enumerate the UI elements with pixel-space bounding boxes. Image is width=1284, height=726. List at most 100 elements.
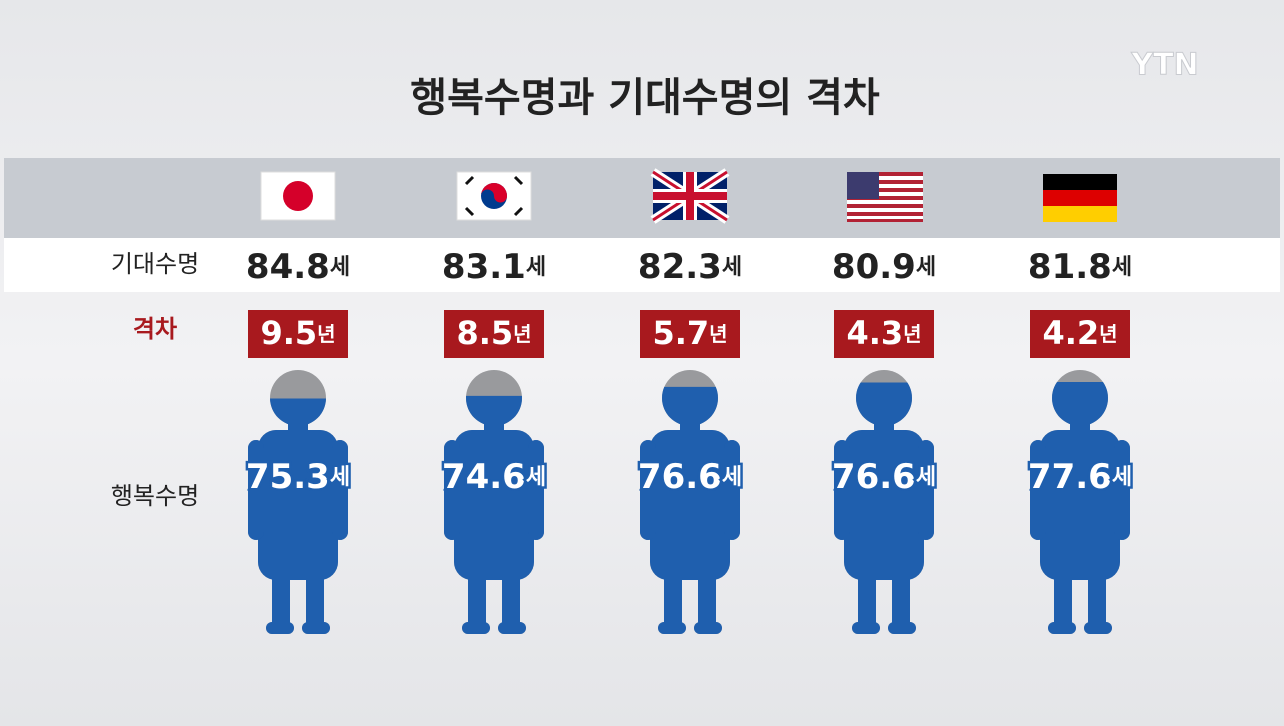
- unit: 세: [722, 465, 742, 490]
- number: 84.8: [246, 247, 330, 287]
- body: [454, 430, 534, 580]
- foot-right: [694, 622, 722, 634]
- healthy-fill: [1030, 381, 1130, 634]
- healthy-label: 행복수명: [111, 482, 199, 510]
- head: [270, 398, 326, 426]
- head: [466, 395, 522, 426]
- body: [844, 430, 924, 580]
- leg-right: [698, 575, 716, 627]
- leg-left: [858, 575, 876, 627]
- flag-germany: [1043, 174, 1117, 222]
- foot-left: [1048, 622, 1076, 634]
- gap-value: 8.5년: [456, 314, 531, 352]
- expectancy-value: 82.3세: [638, 247, 742, 287]
- gap-box: [248, 310, 348, 358]
- number: 4.2: [1042, 314, 1099, 352]
- unit: 세: [722, 255, 742, 280]
- healthy-fill: [248, 398, 348, 634]
- body: [1040, 430, 1120, 580]
- healthy-fill: [640, 386, 740, 634]
- gap-box: [834, 310, 934, 358]
- number: 83.1: [442, 247, 526, 287]
- arm-left: [444, 440, 460, 540]
- foot-right: [888, 622, 916, 634]
- expectancy-value: 80.9세: [832, 247, 936, 287]
- unit: 년: [317, 322, 335, 346]
- foot-left: [266, 622, 294, 634]
- gap-box: [640, 310, 740, 358]
- body: [258, 430, 338, 580]
- flag-korea: [456, 171, 532, 221]
- number: 74.6: [442, 457, 526, 497]
- head: [856, 382, 912, 426]
- leg-right: [306, 575, 324, 627]
- foot-right: [498, 622, 526, 634]
- number: 82.3: [638, 247, 722, 287]
- expectancy-value: 81.8세: [1028, 247, 1132, 287]
- columns: 84.8세9.5년75.3세83.1세8.5년74.6세82.3세5.7년76.…: [243, 247, 1135, 634]
- expectancy-value: 84.8세: [246, 247, 350, 287]
- foot-left: [658, 622, 686, 634]
- unit: 세: [330, 465, 350, 490]
- healthy-value: 76.6세: [832, 457, 936, 497]
- arm-right: [528, 440, 544, 540]
- healthy-value: 74.6세: [442, 457, 546, 497]
- expectancy-label: 기대수명: [111, 250, 199, 278]
- arm-left: [834, 440, 850, 540]
- arm-right: [332, 440, 348, 540]
- gap-value: 5.7년: [652, 314, 727, 352]
- foot-left: [852, 622, 880, 634]
- healthy-fill: [834, 382, 934, 634]
- arm-left: [1030, 440, 1046, 540]
- foot-right: [302, 622, 330, 634]
- gap-box: [1030, 310, 1130, 358]
- number: 8.5: [456, 314, 513, 352]
- healthy-value: 76.6세: [638, 457, 742, 497]
- flag-japan: [260, 171, 336, 221]
- leg-right: [892, 575, 910, 627]
- arm-right: [724, 440, 740, 540]
- gap-label: 격차: [133, 315, 177, 343]
- leg-right: [502, 575, 520, 627]
- flag-uk: [650, 168, 730, 224]
- unit: 세: [1112, 465, 1132, 490]
- number: 4.3: [846, 314, 903, 352]
- unit: 세: [526, 465, 546, 490]
- title: 행복수명과 기대수명의 격차: [410, 75, 880, 121]
- leg-left: [468, 575, 486, 627]
- unit: 세: [526, 255, 546, 280]
- head: [662, 386, 718, 426]
- gap-value: 4.2년: [1042, 314, 1117, 352]
- healthy-fill: [444, 395, 544, 634]
- unit: 세: [916, 465, 936, 490]
- number: 9.5: [260, 314, 317, 352]
- number: 75.3: [246, 457, 330, 497]
- foot-left: [462, 622, 490, 634]
- head: [1052, 381, 1108, 426]
- expectancy-value: 83.1세: [442, 247, 546, 287]
- number: 76.6: [638, 457, 722, 497]
- unit: 세: [916, 255, 936, 280]
- number: 81.8: [1028, 247, 1112, 287]
- number: 80.9: [832, 247, 916, 287]
- healthy-value: 75.3세: [246, 457, 350, 497]
- arm-right: [918, 440, 934, 540]
- body: [650, 430, 730, 580]
- healthy-value: 77.6세: [1028, 457, 1132, 497]
- leg-left: [664, 575, 682, 627]
- arm-right: [1114, 440, 1130, 540]
- expectancy-band: [4, 238, 1280, 292]
- logo: YTN: [1130, 48, 1198, 83]
- foot-right: [1084, 622, 1112, 634]
- arm-left: [640, 440, 656, 540]
- unit: 년: [903, 322, 921, 346]
- flag-usa: [847, 172, 923, 222]
- unit: 년: [513, 322, 531, 346]
- number: 76.6: [832, 457, 916, 497]
- unit: 세: [330, 255, 350, 280]
- leg-left: [272, 575, 290, 627]
- number: 77.6: [1028, 457, 1112, 497]
- leg-right: [1088, 575, 1106, 627]
- unit: 년: [1099, 322, 1117, 346]
